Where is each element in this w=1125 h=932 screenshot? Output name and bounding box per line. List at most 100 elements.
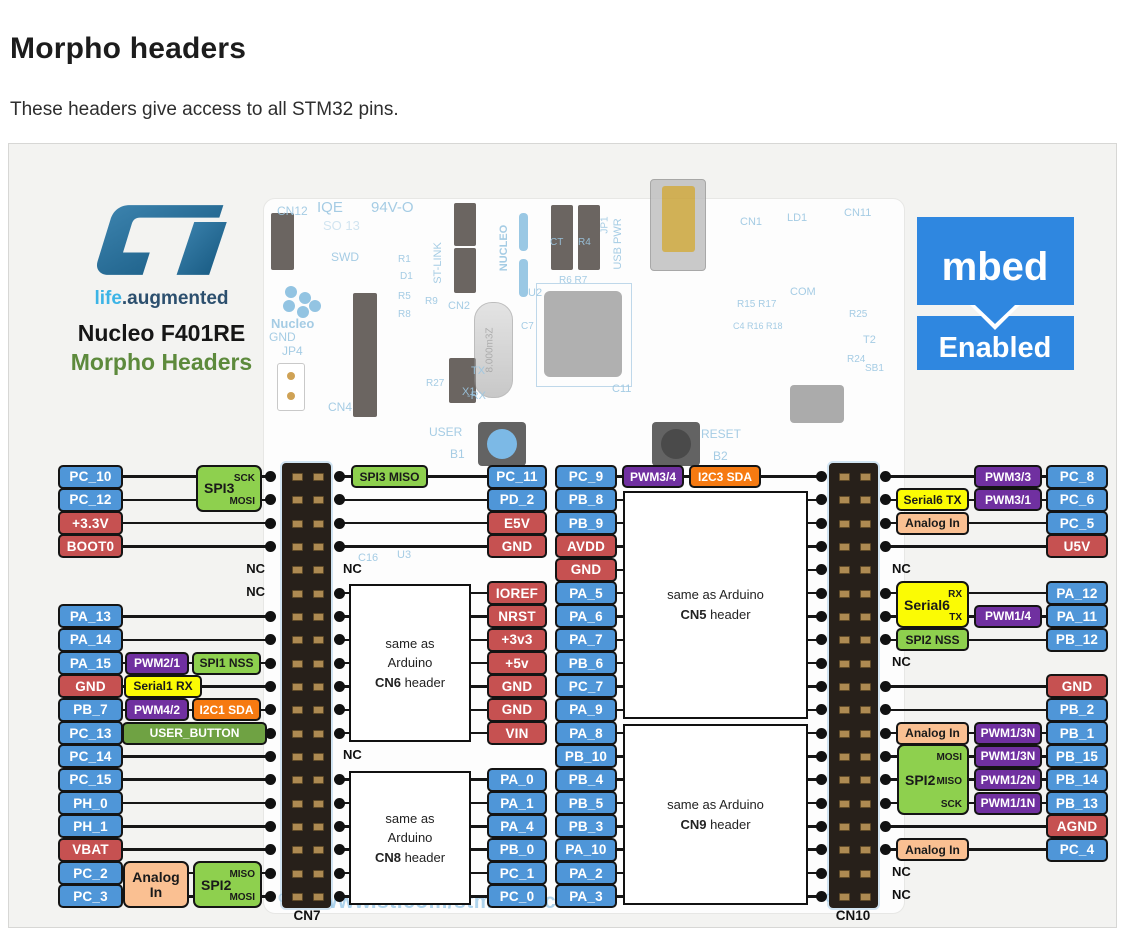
header-pin [839, 706, 850, 715]
header-pin [839, 659, 850, 668]
pin-dot [264, 494, 276, 506]
pin-dot [333, 890, 345, 902]
signal-group-spi2: SPI2 MOSI MISO SCK [897, 744, 969, 816]
header-pin [839, 589, 850, 598]
signal-tag: USER_BUTTON [122, 721, 267, 745]
board-subtitle: Morpho Headers [70, 349, 253, 375]
header-pin [292, 542, 303, 551]
pin-label-PB_1: PB_1 [1046, 721, 1108, 746]
header-pin [313, 892, 324, 901]
jumper-cn3 [449, 358, 476, 403]
pin-dot [264, 727, 276, 739]
header-pin [860, 752, 871, 761]
header-pin [860, 589, 871, 598]
mbed-enabled-logo: mbed Enabled [917, 217, 1074, 370]
molecule-logo [285, 286, 297, 298]
pin-dot [264, 750, 276, 762]
group-pin-function: MOSI [229, 892, 255, 904]
pin-dot [815, 587, 827, 599]
header-pin [839, 519, 850, 528]
arduino-ref-line: same as Arduino [667, 587, 764, 603]
header-pin [292, 846, 303, 855]
pin-label-PB_2: PB_2 [1046, 697, 1108, 722]
signal-tag: SPI3 MISO [351, 465, 428, 488]
arduino-ref-line: CN6 header [374, 674, 446, 690]
pin-label-PC_12: PC_12 [58, 487, 123, 512]
header-pin [860, 473, 871, 481]
pin-label-PC_6: PC_6 [1046, 487, 1108, 512]
silkscreen-text: USER [429, 425, 463, 439]
header-pin [860, 869, 871, 878]
pin-dot [264, 820, 276, 832]
wire [885, 475, 1052, 478]
pin-label-PB_13: PB_13 [1046, 791, 1108, 816]
header-pin [313, 776, 324, 785]
header-pin [292, 752, 303, 761]
jumper-jp1b [578, 205, 600, 270]
pinout-diagram: www.st.com/stm32nucleo life.augmented Nu… [8, 143, 1117, 928]
pin-label-GND: GND [487, 534, 547, 559]
silkscreen-text: JP1 [599, 216, 611, 234]
pin-label-PA_6: PA_6 [555, 604, 617, 629]
pin-dot [264, 517, 276, 529]
pin-label-PC_4: PC_4 [1046, 837, 1108, 862]
pin-label-PA_12: PA_12 [1046, 581, 1108, 606]
pin-dot [333, 494, 345, 506]
pin-dot [815, 564, 827, 576]
header-pin [860, 519, 871, 528]
pin-label-GND: GND [555, 557, 617, 582]
pin-dot [879, 587, 891, 599]
header-pin [313, 822, 324, 831]
signal-tag: Serial1 RX [124, 674, 202, 698]
pin-label-PA_13: PA_13 [58, 604, 123, 629]
nc-label: NC [892, 654, 911, 670]
signal-tag: Analog In [896, 721, 969, 745]
header-pin [292, 636, 303, 645]
header-pin [292, 706, 303, 715]
header-pin [313, 869, 324, 878]
header-pin [860, 846, 871, 855]
pin-label-PH_1: PH_1 [58, 814, 123, 839]
user-button [478, 422, 526, 466]
pin-label-PB_4: PB_4 [555, 767, 617, 792]
pin-label-PB_6: PB_6 [555, 651, 617, 676]
header-pin [839, 892, 850, 901]
header-pin [839, 752, 850, 761]
pin-label-PA_15: PA_15 [58, 651, 123, 676]
header-pin [313, 589, 324, 598]
pin-label-E5V: E5V [487, 511, 547, 536]
jumper-cn2b [454, 248, 476, 293]
group-pin-function: MISO [229, 869, 255, 881]
pin-label-+3.3V: +3.3V [58, 511, 123, 536]
wire [339, 545, 493, 548]
group-pin-function: SCK [233, 472, 255, 484]
header-pin [313, 846, 324, 855]
pin-label-VBAT: VBAT [58, 837, 123, 862]
pin-dot [333, 587, 345, 599]
pin-dot [815, 494, 827, 506]
pin-label-PA_8: PA_8 [555, 721, 617, 746]
pin-dot [879, 774, 891, 786]
pin-dot [815, 844, 827, 856]
header-pin [292, 799, 303, 808]
pin-label-PB_5: PB_5 [555, 791, 617, 816]
header-pin [292, 682, 303, 691]
wire [885, 708, 1052, 712]
pin-label-PB_9: PB_9 [555, 511, 617, 536]
pin-dot [879, 540, 891, 552]
header-pin [860, 612, 871, 621]
header-pin [839, 542, 850, 551]
pin-dot [879, 750, 891, 762]
pin-label-PA_5: PA_5 [555, 581, 617, 606]
pin-label-PD_2: PD_2 [487, 487, 547, 512]
silkscreen-text: USB PWR [612, 218, 624, 270]
silkscreen-text: GND [269, 330, 296, 344]
header-pin [313, 496, 324, 505]
nc-label: NC [246, 584, 265, 600]
wire [339, 521, 493, 525]
wire [117, 498, 270, 502]
blue-pill [519, 213, 528, 251]
st-tagline-life: life [94, 288, 122, 309]
pin-label-PB_8: PB_8 [555, 487, 617, 512]
pin-dot [264, 471, 276, 482]
